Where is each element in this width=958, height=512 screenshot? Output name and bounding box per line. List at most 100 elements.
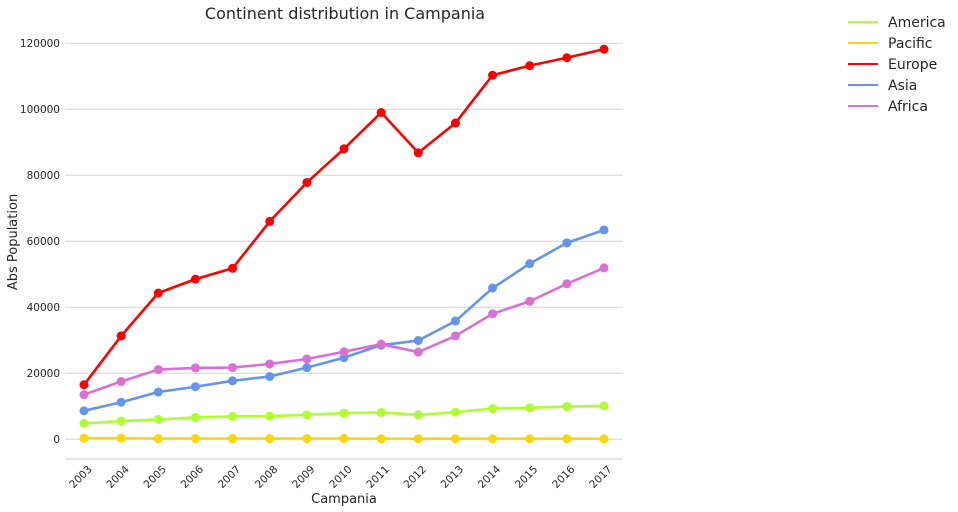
point-europe-2016 [562, 53, 572, 63]
y-tick-label-100000: 100000 [20, 104, 60, 116]
x-tick-label-2015: 2015 [513, 463, 540, 490]
x-tick-label-2013: 2013 [439, 463, 466, 490]
point-pacific-2011 [376, 434, 386, 444]
point-asia-2005 [153, 387, 163, 397]
point-africa-2012 [413, 347, 423, 357]
point-pacific-2005 [153, 434, 163, 444]
x-tick-label-2003: 2003 [67, 463, 94, 490]
y-tick-label-20000: 20000 [27, 368, 60, 380]
point-europe-2009 [302, 177, 312, 187]
point-europe-2013 [450, 118, 460, 128]
x-tick-label-2011: 2011 [364, 463, 391, 490]
point-america-2017 [599, 401, 609, 411]
point-africa-2004 [116, 376, 126, 386]
y-axis-ticks: 0 20000 40000 60000 80000 100000 120000 [20, 38, 60, 446]
point-america-2009 [302, 410, 312, 420]
point-africa-2010 [339, 347, 349, 357]
point-america-2014 [488, 404, 498, 414]
point-asia-2014 [488, 283, 498, 293]
point-africa-2008 [265, 359, 275, 369]
point-asia-2017 [599, 225, 609, 235]
grid-lines [65, 42, 623, 440]
series-africa [79, 263, 609, 400]
point-pacific-2008 [265, 434, 275, 444]
point-africa-2017 [599, 263, 609, 273]
series-line-asia [83, 228, 605, 413]
point-africa-2003 [79, 390, 89, 400]
point-africa-2009 [302, 354, 312, 364]
point-africa-2005 [153, 365, 163, 375]
y-tick-label-40000: 40000 [27, 302, 60, 314]
point-europe-2005 [153, 288, 163, 298]
point-europe-2012 [413, 148, 423, 158]
point-pacific-2014 [488, 434, 498, 444]
y-axis-label: Abs Population [6, 194, 21, 290]
x-tick-label-2004: 2004 [104, 463, 132, 491]
legend-label-africa: Africa [888, 99, 928, 115]
chart-title: Continent distribution in Campania [205, 4, 485, 23]
point-america-2011 [376, 407, 386, 417]
point-europe-2007 [228, 263, 238, 273]
point-pacific-2010 [339, 434, 349, 444]
point-europe-2004 [116, 331, 126, 341]
point-africa-2015 [525, 296, 535, 306]
x-tick-label-2012: 2012 [402, 463, 429, 490]
x-tick-label-2009: 2009 [290, 463, 317, 490]
point-asia-2006 [190, 382, 200, 392]
point-asia-2008 [265, 372, 275, 381]
x-tick-label-2007: 2007 [216, 463, 243, 490]
point-asia-2015 [525, 259, 535, 269]
point-asia-2003 [79, 406, 89, 416]
point-america-2016 [562, 402, 572, 412]
point-america-2010 [339, 408, 349, 418]
series-europe [79, 44, 609, 390]
legend-label-asia: Asia [888, 78, 917, 94]
point-america-2013 [450, 407, 460, 417]
point-europe-2006 [190, 274, 200, 284]
point-europe-2011 [376, 108, 386, 117]
point-europe-2014 [488, 70, 498, 80]
point-asia-2009 [302, 363, 312, 373]
x-axis-ticks: 2003 2004 2005 2006 2007 2008 2009 2010 2011 2012… [67, 463, 614, 491]
point-asia-2013 [450, 316, 460, 326]
point-america-2005 [153, 414, 163, 424]
point-asia-2016 [562, 238, 572, 248]
point-europe-2017 [599, 44, 609, 54]
series-asia [79, 225, 609, 416]
series-line-europe [82, 47, 605, 386]
point-asia-2007 [228, 376, 238, 386]
point-america-2008 [265, 411, 275, 421]
legend: America Pacific Europe Asia Africa [848, 15, 946, 115]
point-pacific-2017 [599, 434, 609, 444]
y-tick-label-120000: 120000 [20, 38, 60, 50]
series-line-africa [83, 266, 605, 396]
point-america-2015 [525, 403, 535, 413]
x-tick-label-2014: 2014 [476, 463, 504, 491]
point-pacific-2015 [525, 434, 535, 444]
y-tick-label-60000: 60000 [27, 236, 60, 248]
point-america-2012 [413, 410, 423, 420]
point-asia-2012 [413, 336, 423, 346]
legend-label-pacific: Pacific [888, 36, 933, 52]
point-pacific-2012 [413, 434, 423, 444]
series-america [79, 401, 609, 428]
point-america-2007 [228, 411, 238, 421]
legend-label-america: America [888, 15, 946, 31]
point-africa-2011 [376, 339, 386, 349]
x-tick-label-2016: 2016 [550, 463, 578, 491]
x-tick-label-2017: 2017 [587, 463, 614, 490]
point-europe-2003 [79, 380, 89, 390]
point-africa-2006 [190, 363, 200, 373]
point-africa-2007 [228, 363, 238, 373]
point-europe-2008 [265, 216, 275, 226]
x-tick-label-2006: 2006 [179, 463, 207, 491]
point-pacific-2013 [450, 434, 460, 444]
point-america-2006 [190, 412, 200, 422]
point-africa-2014 [488, 309, 498, 319]
point-pacific-2016 [562, 434, 572, 444]
x-axis-label: Campania [311, 492, 377, 507]
y-tick-label-80000: 80000 [27, 170, 60, 182]
point-africa-2013 [450, 331, 460, 341]
series-layer [79, 44, 609, 444]
